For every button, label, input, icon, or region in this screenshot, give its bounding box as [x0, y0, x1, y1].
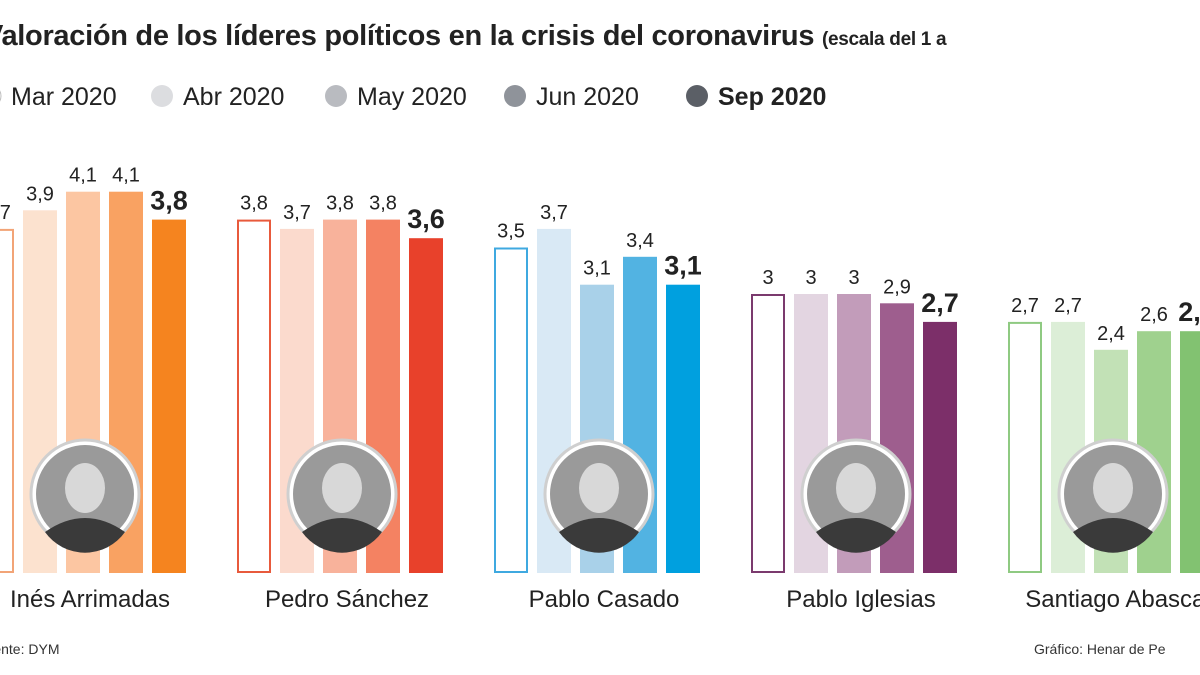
bar-outline: [0, 228, 14, 573]
face-shape: [65, 463, 105, 513]
data-label: 4,1: [69, 165, 97, 187]
face-shape: [836, 463, 876, 513]
data-label: 2,9: [883, 276, 911, 298]
data-label: 4,1: [112, 165, 140, 187]
title-text: Valoración de los líderes políticos en l…: [0, 20, 815, 52]
data-label: 2,6: [1178, 297, 1200, 327]
data-label: 3,5: [497, 221, 525, 243]
bar: [152, 219, 186, 573]
leader-name: Pablo Iglesias: [786, 586, 935, 613]
data-label: 3,7: [283, 202, 311, 224]
bar-outline: [1008, 321, 1042, 573]
data-label: 2,6: [1140, 304, 1168, 326]
face-shape: [579, 463, 619, 513]
data-label: 2,4: [1097, 323, 1125, 345]
data-label: 3: [805, 267, 816, 289]
data-label: 3,8: [369, 193, 397, 215]
data-label: 3,8: [240, 193, 268, 215]
legend-label: Abr 2020: [183, 83, 284, 111]
data-label: 3,1: [583, 258, 611, 280]
legend-swatch: [0, 90, 2, 102]
face-shape: [322, 463, 362, 513]
data-label: 2,7: [1011, 295, 1039, 317]
data-label: 3,9: [26, 183, 54, 205]
data-label: 3,8: [150, 186, 188, 216]
source-note: Fuente: DYM: [0, 641, 60, 657]
shoulders-shape: [816, 518, 896, 553]
legend-label: Jun 2020: [536, 83, 639, 111]
leader-name: Inés Arrimadas: [10, 586, 170, 613]
bar: [409, 238, 443, 573]
bar: [1180, 331, 1200, 573]
subtitle-text: (escala del 1 a: [821, 29, 947, 50]
chart-title: Valoración de los líderes políticos en l…: [0, 20, 947, 53]
shoulders-shape: [559, 518, 639, 553]
legend-swatch: [325, 85, 347, 107]
data-label: 3,1: [664, 251, 702, 281]
data-label: 3,7: [540, 202, 568, 224]
legend-swatch: [151, 85, 173, 107]
data-label: 2,7: [1054, 295, 1082, 317]
data-label: 3: [848, 267, 859, 289]
shoulders-shape: [302, 518, 382, 553]
legend-swatch: [686, 85, 708, 107]
legend-label: May 2020: [357, 83, 467, 111]
data-label: 3: [762, 267, 773, 289]
legend-label: Mar 2020: [11, 83, 117, 111]
leader-name: Santiago Abascal: [1025, 586, 1200, 613]
data-label: 3,4: [626, 230, 654, 252]
bar: [666, 284, 700, 573]
legend-swatch: [504, 85, 526, 107]
shoulders-shape: [45, 518, 125, 553]
data-label: 2,7: [921, 288, 959, 318]
bar-outline: [494, 247, 528, 573]
shoulders-shape: [1073, 518, 1153, 553]
data-label: 3,8: [326, 193, 354, 215]
legend-label: Sep 2020: [718, 83, 826, 111]
data-label: 3,6: [407, 204, 445, 234]
bar: [923, 321, 957, 573]
bar-outline: [751, 294, 785, 573]
face-shape: [1093, 463, 1133, 513]
data-label: 3,7: [0, 202, 11, 224]
bar-outline: [237, 219, 271, 573]
leader-name: Pablo Casado: [529, 586, 680, 613]
credit-note: Gráfico: Henar de Pe: [1034, 641, 1166, 657]
leader-name: Pedro Sánchez: [265, 586, 429, 613]
